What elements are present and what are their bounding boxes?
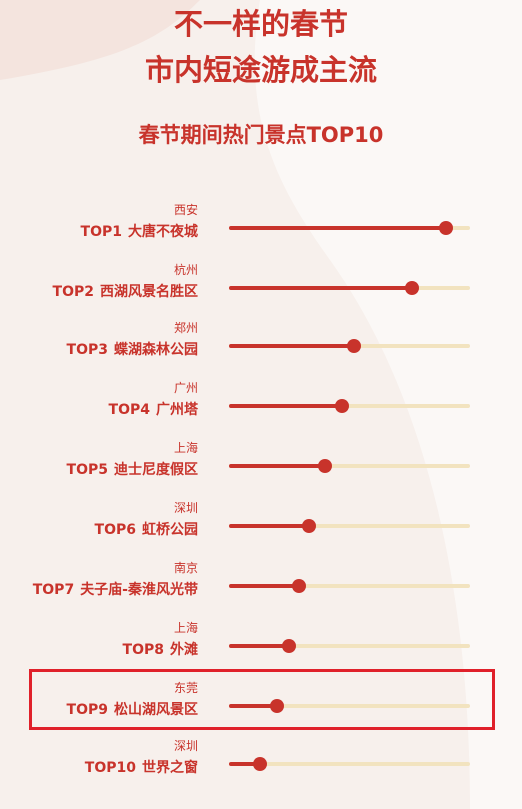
attraction-name: 大唐不夜城 [128,224,198,240]
city-label: 深圳 [173,739,198,753]
bar-end-dot [302,519,316,533]
attraction-name: 蝶湖森林公园 [114,342,198,358]
rank-label: TOP3 [66,342,108,358]
attraction-label: TOP6 虹桥公园 [95,521,198,539]
city-label: 东莞 [173,681,198,695]
bar-fill [229,644,289,648]
attraction-label: TOP3 蝶湖森林公园 [67,341,198,359]
rank-label: TOP2 [52,284,94,300]
bar-fill [229,286,412,290]
bar-end-dot [405,281,419,295]
city-label: 西安 [173,203,198,217]
city-label: 上海 [173,621,198,635]
chart-row: 上海 TOP8 外滩 [0,620,522,676]
bar-end-dot [292,579,306,593]
chart-row: 杭州 TOP2 西湖风景名胜区 [0,262,522,318]
highlight-box [29,669,495,730]
bar-fill [229,762,260,766]
bar-track [229,639,470,653]
chart-row: 东莞 TOP9 松山湖风景区 [0,680,522,736]
city-label: 广州 [173,381,198,395]
bar-end-dot [347,339,361,353]
attraction-label: TOP10 世界之窗 [85,759,198,777]
attraction-name: 广州塔 [156,402,198,418]
bar-fill [229,464,325,468]
bar-end-dot [253,757,267,771]
chart-row: 郑州 TOP3 蝶湖森林公园 [0,320,522,376]
attraction-name: 夫子庙-秦淮风光带 [80,582,198,598]
rank-label: TOP4 [108,402,150,418]
chart-row: 上海 TOP5 迪士尼度假区 [0,440,522,496]
bar-end-dot [439,221,453,235]
city-label: 南京 [173,561,198,575]
chart-row: 深圳 TOP10 世界之窗 [0,738,522,794]
rank-label: TOP8 [122,642,164,658]
rank-label: TOP7 [32,582,75,598]
attraction-name: 西湖风景名胜区 [100,284,198,300]
attraction-name: 松山湖风景区 [114,702,198,718]
city-label: 郑州 [173,321,198,335]
attraction-label: TOP9 松山湖风景区 [67,701,198,719]
chart-row: 南京 TOP7 夫子庙-秦淮风光带 [0,560,522,616]
bar-fill [229,344,354,348]
chart-row: 深圳 TOP6 虹桥公园 [0,500,522,556]
city-label: 深圳 [173,501,198,515]
attraction-name: 世界之窗 [142,760,198,776]
rank-label: TOP9 [66,702,108,718]
chart-row: 广州 TOP4 广州塔 [0,380,522,436]
chart-subtitle: 春节期间热门景点TOP10 [138,123,384,147]
bar-end-dot [282,639,296,653]
bar-track [229,757,470,771]
rank-label: TOP1 [80,224,122,240]
bar-track [229,579,470,593]
city-label: 杭州 [173,263,198,277]
city-label: 上海 [173,441,198,455]
bar-end-dot [270,699,284,713]
title-line-2: 市内短途游成主流 [144,53,377,87]
bar-track [229,459,470,473]
bar-track [229,519,470,533]
rank-label: TOP10 [84,760,136,776]
bar-fill [229,404,342,408]
attraction-name: 外滩 [170,642,198,658]
bar-track [229,339,470,353]
attraction-label: TOP4 广州塔 [109,401,198,419]
bar-track [229,699,470,713]
bar-track [229,281,470,295]
rank-label: TOP5 [66,462,108,478]
title-line-1: 不一样的春节 [173,7,348,41]
attraction-name: 虹桥公园 [142,522,198,538]
bar-fill [229,226,446,230]
attraction-label: TOP7 夫子庙-秦淮风光带 [33,581,198,599]
chart-row: 西安 TOP1 大唐不夜城 [0,202,522,258]
attraction-label: TOP5 迪士尼度假区 [67,461,198,479]
attraction-name: 迪士尼度假区 [114,462,198,478]
attraction-label: TOP1 大唐不夜城 [81,223,198,241]
bar-track [229,221,470,235]
bar-end-dot [318,459,332,473]
bar-track [229,399,470,413]
rank-label: TOP6 [94,522,136,538]
attraction-label: TOP8 外滩 [123,641,198,659]
bar-fill [229,524,309,528]
bar-end-dot [335,399,349,413]
bar-fill [229,704,277,708]
bar-fill [229,584,299,588]
attraction-label: TOP2 西湖风景名胜区 [53,283,198,301]
